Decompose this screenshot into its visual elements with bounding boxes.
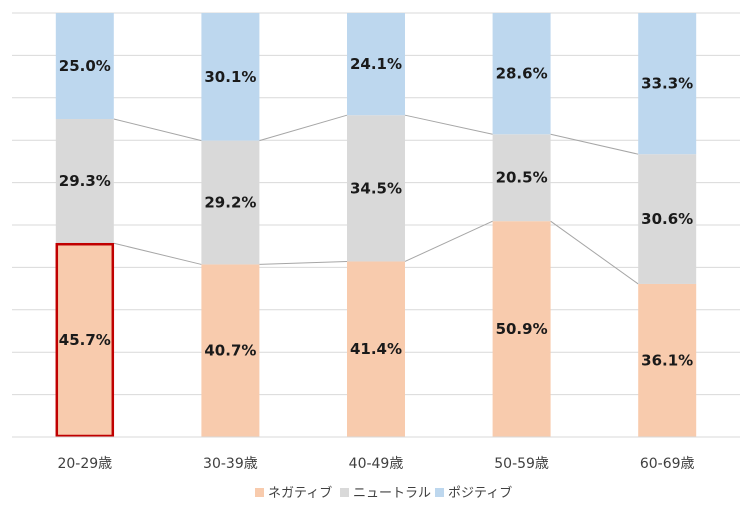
highlight-outline (55, 242, 115, 438)
data-label: 33.3% (641, 75, 693, 93)
bars (55, 13, 697, 438)
x-tick-label: 30-39歳 (203, 456, 258, 472)
bar-segment (347, 13, 405, 116)
series-connector-line (404, 220, 493, 262)
bar-segment (55, 243, 114, 437)
x-tick-label: 60-69歳 (640, 456, 695, 472)
data-label: 28.6% (496, 65, 548, 83)
data-label: 45.7% (59, 331, 111, 349)
legend-label: ネガティブ (268, 485, 332, 501)
bar-segment (492, 13, 551, 135)
data-label: 29.2% (204, 194, 256, 212)
x-axis-ticks: 20-29歳 30-39歳 40-49歳 50-59歳 60-69歳 (57, 456, 694, 472)
legend-label: ニュートラル (353, 486, 431, 501)
legend-swatch (255, 488, 264, 497)
series-connector-line (113, 118, 202, 142)
bar-segment (347, 261, 405, 437)
data-label: 24.1% (350, 55, 402, 73)
data-label: 30.1% (204, 68, 256, 86)
legend-label: ポジティブ (448, 485, 512, 501)
bar-segment (638, 154, 697, 284)
x-tick-label: 20-29歳 (57, 456, 112, 472)
x-tick-label: 40-49歳 (349, 456, 404, 472)
bar-segment (347, 115, 405, 262)
bar-segment (201, 264, 260, 437)
data-label: 40.7% (204, 342, 256, 360)
legend-swatch (340, 488, 349, 497)
data-label: 25.0% (59, 57, 111, 75)
data-labels: 45.7% 29.3% 25.0% 40.7% 29.2% 30.1% 41.4% 34.5%… (59, 55, 693, 369)
series-connector-line (404, 114, 493, 135)
legend-swatch (435, 488, 444, 497)
bar-segment (201, 140, 260, 265)
legend: ネガティブ ニュートラル ポジティブ (255, 485, 512, 501)
data-label: 30.6% (641, 210, 693, 228)
series-connector-lines (113, 114, 639, 285)
bar-segment (492, 134, 551, 222)
data-label: 50.9% (496, 320, 548, 338)
series-connector-line (259, 114, 348, 142)
x-tick-label: 50-59歳 (494, 456, 549, 472)
bar-segment (55, 13, 114, 119)
series-connector-line (113, 242, 202, 265)
series-connector-line (550, 220, 639, 285)
bar-segment (201, 13, 260, 141)
bar-segment (492, 221, 551, 437)
data-label: 34.5% (350, 179, 402, 197)
data-label: 36.1% (641, 351, 693, 369)
data-label: 29.3% (59, 172, 111, 190)
series-connector-line (259, 260, 348, 265)
bar-segment (55, 119, 114, 244)
data-label: 41.4% (350, 340, 402, 358)
bar-segment (638, 13, 697, 155)
bar-segment (638, 283, 697, 437)
data-label: 20.5% (496, 169, 548, 187)
series-connector-line (550, 133, 639, 155)
